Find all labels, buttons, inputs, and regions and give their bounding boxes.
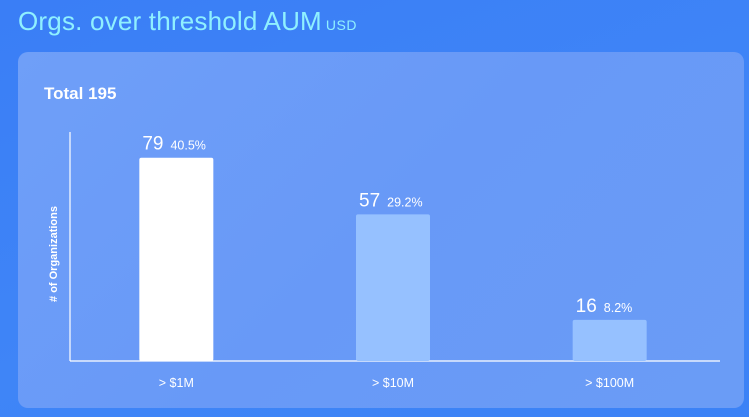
data-label-2: 57 29.2% [359, 190, 423, 211]
page-title: Orgs. over threshold AUM USD [18, 6, 357, 37]
bar-value-3: 16 [576, 296, 597, 317]
bar-2 [356, 214, 430, 361]
bar-3 [572, 319, 647, 361]
currency-unit: USD [325, 17, 357, 33]
bar-chart: 79 40.5% > $1M 57 29.2% > $10M 16 8.2% > $100M [69, 132, 720, 390]
x-tick-label-1: > $1M [159, 376, 194, 390]
data-label-1: 79 40.5% [142, 134, 206, 155]
bar-percent-2: 29.2% [387, 195, 422, 209]
bar-value-2: 57 [359, 190, 380, 211]
bar-percent-3: 8.2% [604, 301, 633, 315]
x-tick-label-2: > $10M [372, 376, 414, 390]
total-count: Total 195 [44, 84, 117, 103]
data-label-3: 16 8.2% [576, 296, 633, 317]
chart-card: Total 195 # of Organizations 79 40.5% > $1… [18, 52, 744, 408]
x-tick-label-3: > $100M [585, 376, 634, 390]
page-title-text: Orgs. over threshold AUM [18, 6, 322, 36]
bar-percent-1: 40.5% [170, 139, 205, 153]
bar-value-1: 79 [142, 134, 163, 155]
bar-1 [139, 157, 214, 361]
